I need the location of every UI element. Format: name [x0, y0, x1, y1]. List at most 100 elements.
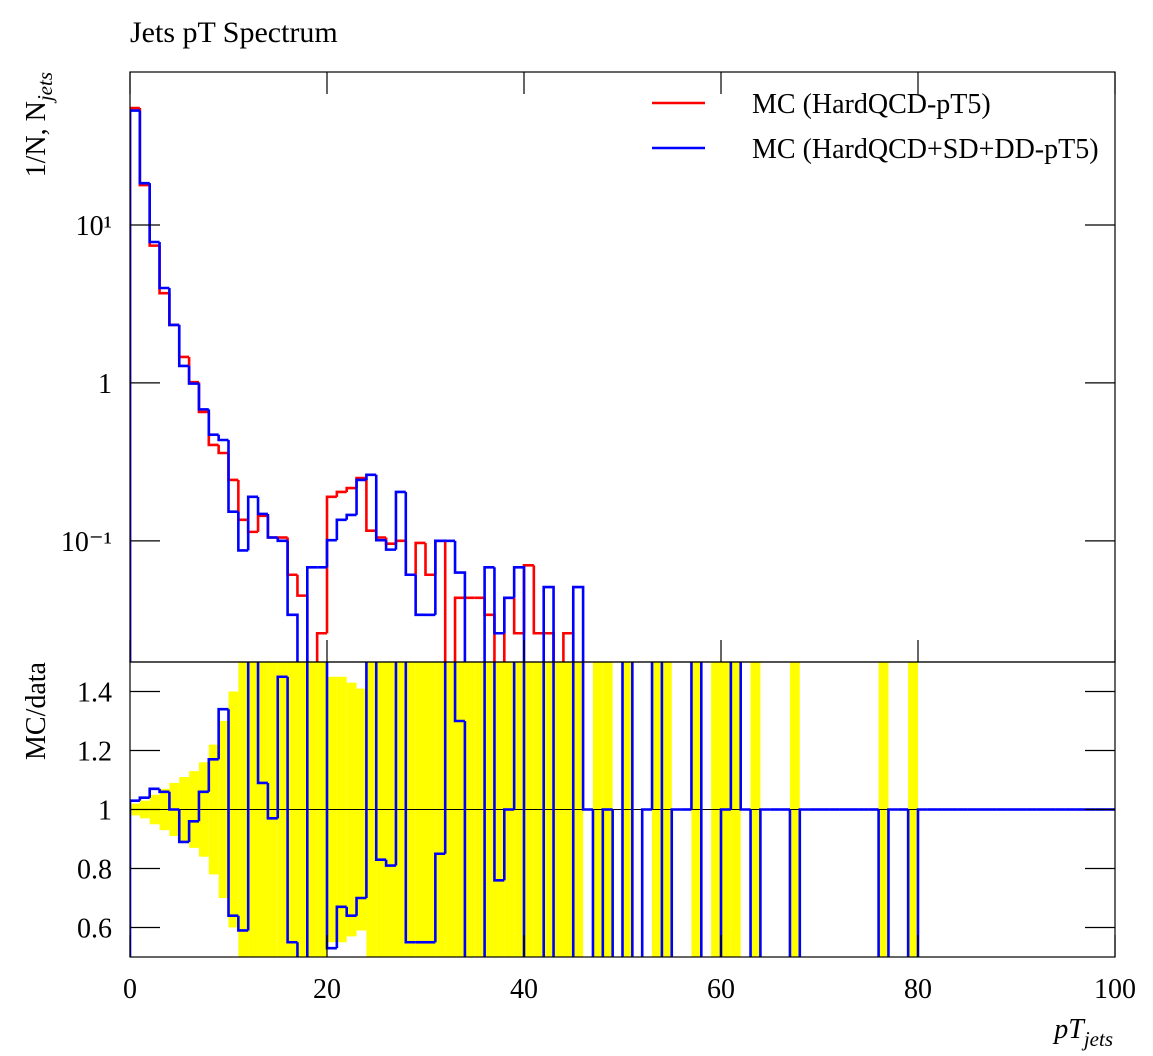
step — [187, 820, 199, 842]
step — [788, 809, 792, 957]
step — [542, 585, 555, 662]
x-axis-label-main: pT — [1052, 1014, 1086, 1045]
step — [453, 540, 467, 662]
step — [394, 490, 406, 550]
step — [670, 808, 682, 957]
step — [197, 790, 209, 822]
step — [611, 809, 614, 957]
step — [916, 808, 928, 957]
step — [168, 287, 180, 327]
step — [749, 809, 752, 957]
step — [276, 675, 288, 819]
step — [424, 542, 436, 577]
step — [266, 782, 278, 820]
step — [434, 852, 446, 943]
step — [906, 809, 910, 957]
step — [798, 808, 810, 957]
step — [227, 440, 239, 513]
step — [394, 662, 398, 866]
step — [187, 365, 199, 385]
step — [130, 799, 140, 957]
y-tick-label: 10¹ — [76, 211, 112, 242]
step — [601, 808, 613, 957]
step — [571, 662, 575, 957]
step — [384, 540, 396, 551]
step — [660, 662, 664, 957]
step — [345, 513, 357, 520]
step — [443, 662, 447, 854]
step — [503, 808, 515, 881]
step — [256, 662, 268, 785]
step — [177, 809, 190, 844]
step — [246, 495, 259, 551]
step — [374, 474, 387, 542]
step — [365, 478, 377, 532]
step — [325, 538, 337, 568]
step — [227, 709, 239, 917]
step — [276, 537, 288, 543]
step — [552, 662, 555, 957]
x-tick-label: 0 — [123, 974, 137, 1005]
y-tick-label: 0.6 — [77, 914, 112, 945]
step — [374, 662, 387, 861]
step — [571, 585, 585, 662]
step — [542, 662, 545, 957]
step — [493, 662, 505, 882]
step — [130, 106, 140, 662]
step — [532, 565, 544, 635]
step — [335, 905, 347, 949]
y-axis-label-sub: jets — [33, 72, 57, 104]
y-tick-label: 1.4 — [77, 678, 112, 709]
step — [158, 242, 170, 290]
x-tick-label: 20 — [313, 974, 341, 1005]
step — [739, 662, 751, 811]
x-tick-label: 100 — [1094, 974, 1136, 1005]
step — [365, 473, 377, 480]
y-tick-label: 0.8 — [77, 855, 112, 886]
ratio-plot — [130, 662, 1115, 957]
step — [148, 787, 160, 798]
legend-label: MC (HardQCD-pT5) — [752, 89, 991, 120]
x-axis-label-sub: jets — [1081, 1027, 1113, 1051]
step — [690, 662, 693, 810]
step — [640, 808, 653, 957]
step — [365, 662, 368, 898]
step — [246, 662, 250, 931]
step — [325, 495, 337, 634]
step — [650, 662, 654, 810]
step — [877, 809, 880, 957]
step — [168, 791, 180, 811]
x-tick-label: 60 — [707, 974, 735, 1005]
step — [719, 808, 731, 957]
step — [345, 906, 357, 917]
step — [759, 808, 771, 957]
step — [434, 539, 446, 615]
step — [581, 662, 593, 811]
step — [512, 566, 526, 662]
step — [887, 808, 899, 957]
step — [138, 796, 150, 801]
step — [256, 514, 268, 532]
step — [414, 541, 426, 575]
step — [414, 574, 426, 617]
step — [483, 566, 495, 662]
y-axis-label-main: 1/N, N — [21, 101, 52, 177]
y-axis-label: MC/data — [21, 661, 52, 760]
step — [217, 434, 229, 442]
step — [237, 915, 249, 932]
step — [453, 662, 465, 723]
y-axis-label: 1/N, Njets — [21, 72, 57, 177]
step — [335, 490, 347, 497]
step — [217, 444, 229, 455]
step — [256, 496, 268, 516]
step — [207, 409, 219, 437]
step — [286, 676, 298, 944]
step — [453, 596, 465, 662]
step — [207, 758, 219, 792]
step — [483, 662, 486, 957]
step — [217, 707, 229, 760]
top-plot — [130, 106, 585, 662]
step — [306, 662, 309, 957]
